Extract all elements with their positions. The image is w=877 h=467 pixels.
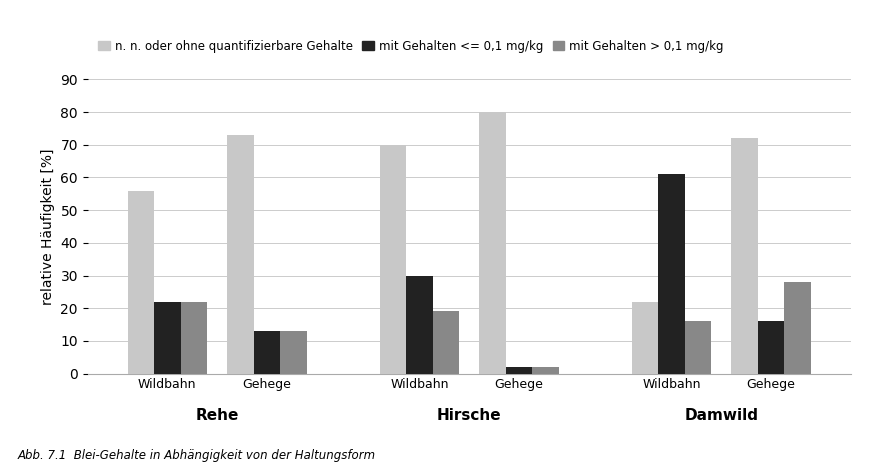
Bar: [532, 367, 559, 374]
Bar: [506, 367, 532, 374]
Bar: [731, 138, 758, 374]
Bar: [253, 331, 280, 374]
Bar: [154, 302, 181, 374]
Bar: [758, 321, 784, 374]
Bar: [479, 112, 506, 374]
Text: Hirsche: Hirsche: [437, 408, 502, 423]
Text: Rehe: Rehe: [196, 408, 239, 423]
Bar: [631, 302, 659, 374]
Bar: [280, 331, 307, 374]
Bar: [227, 135, 253, 374]
Bar: [380, 145, 406, 374]
Bar: [127, 191, 154, 374]
Bar: [784, 282, 811, 374]
Bar: [659, 174, 685, 374]
Text: Abb. 7.1  Blei-Gehalte in Abhängigkeit von der Haltungsform: Abb. 7.1 Blei-Gehalte in Abhängigkeit vo…: [18, 449, 375, 462]
Legend: n. n. oder ohne quantifizierbare Gehalte, mit Gehalten <= 0,1 mg/kg, mit Gehalte: n. n. oder ohne quantifizierbare Gehalte…: [94, 35, 729, 58]
Bar: [685, 321, 711, 374]
Text: Damwild: Damwild: [684, 408, 759, 423]
Bar: [181, 302, 207, 374]
Bar: [406, 276, 432, 374]
Bar: [432, 311, 460, 374]
Y-axis label: relative Häufigkeit [%]: relative Häufigkeit [%]: [41, 148, 54, 305]
